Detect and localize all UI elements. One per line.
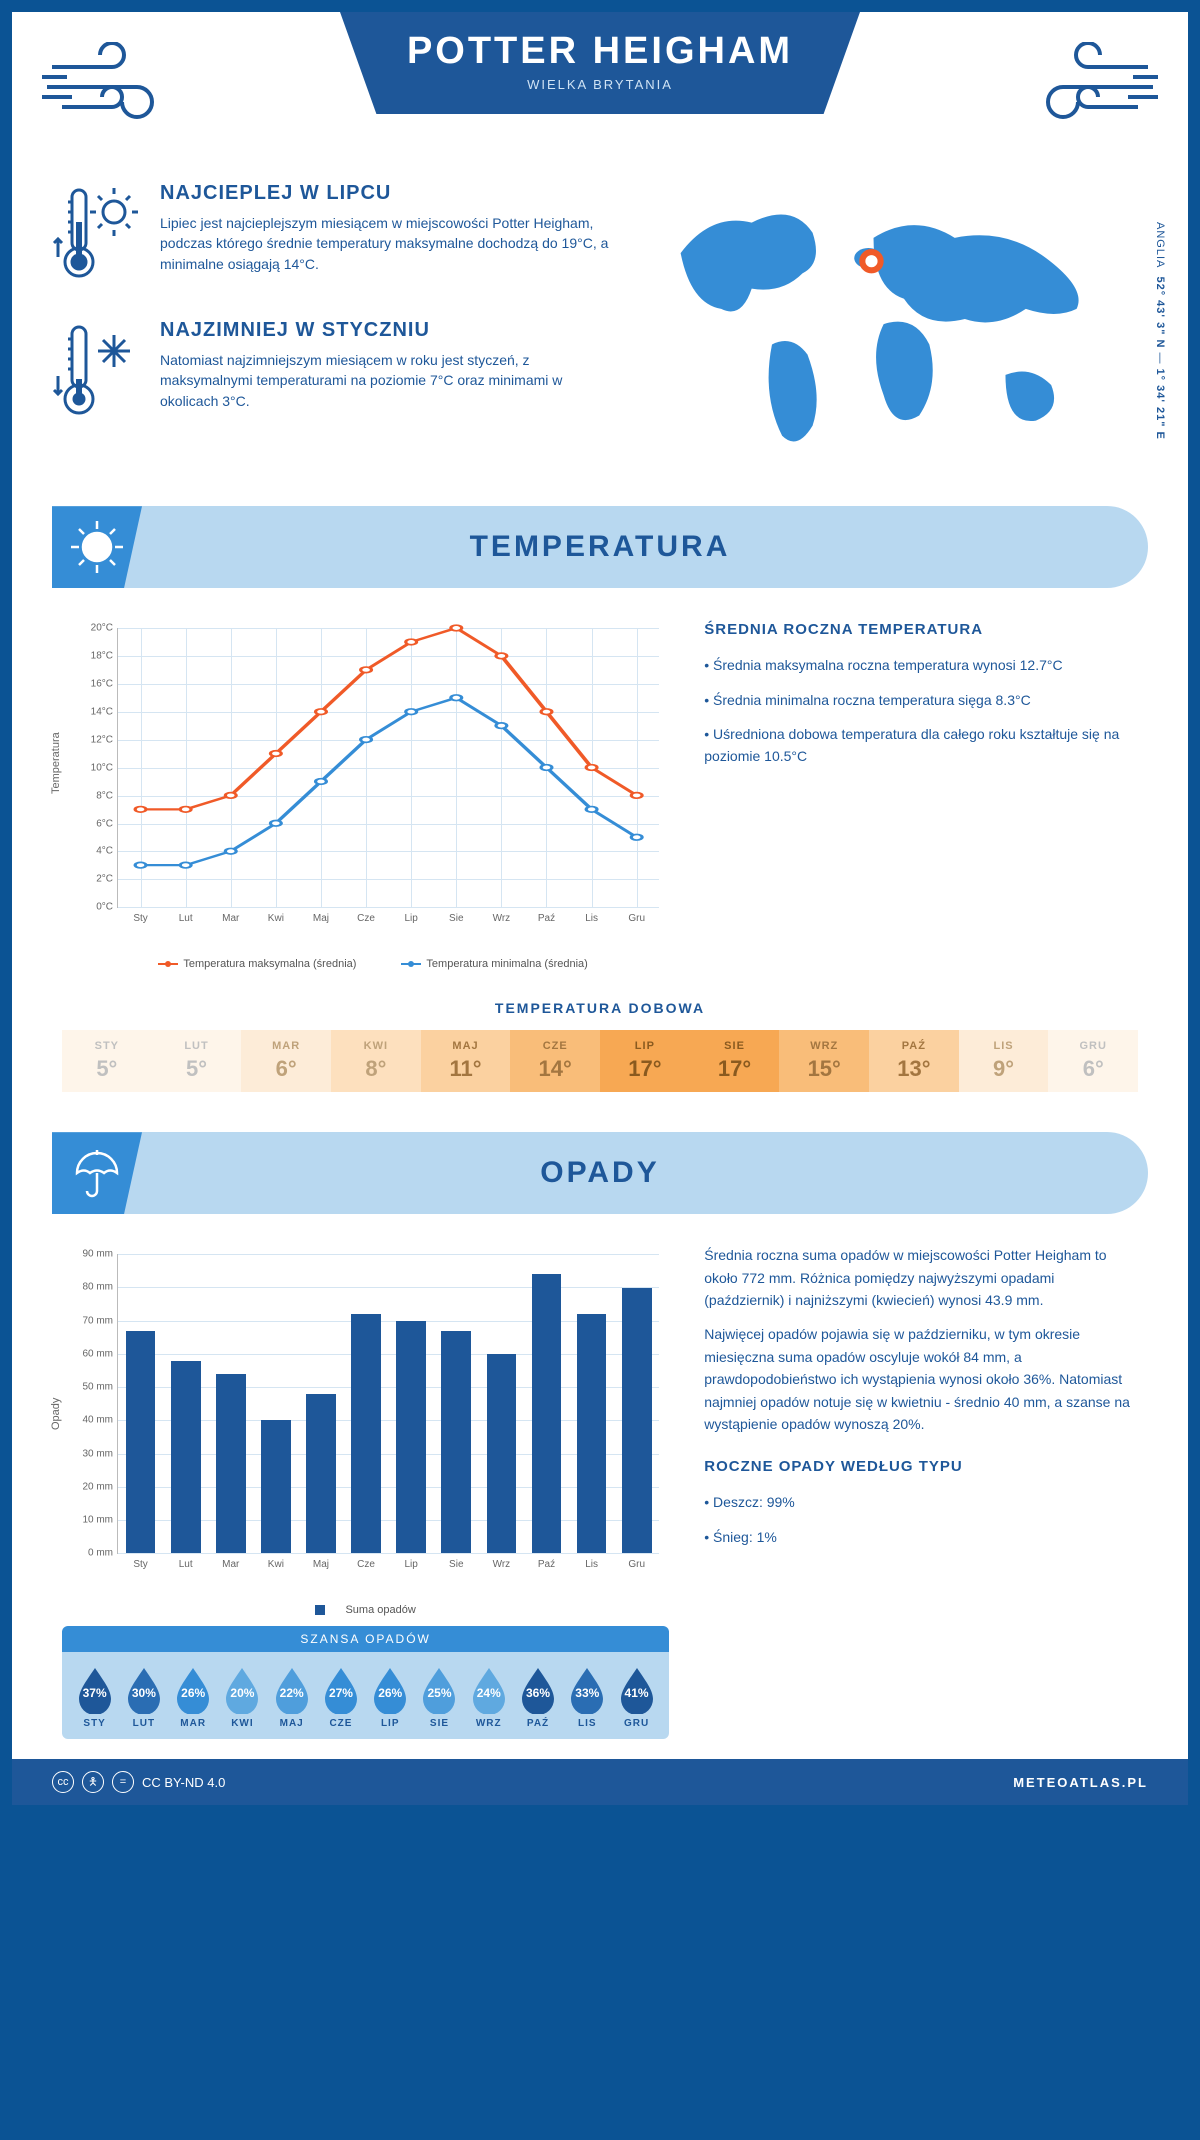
chance-cell: 26%LIP — [366, 1666, 415, 1729]
section-title-precip: OPADY — [142, 1156, 1148, 1190]
chance-cell: 20%KWI — [218, 1666, 267, 1729]
daily-temp-cell: PAŹ13° — [869, 1030, 959, 1092]
daily-temp-cell: WRZ15° — [779, 1030, 869, 1092]
precip-bar — [216, 1374, 246, 1553]
page-title: POTTER HEIGHAM — [370, 30, 830, 73]
daily-temperature-table: TEMPERATURA DOBOWA STY5°LUT5°MAR6°KWI8°M… — [12, 990, 1188, 1122]
precip-bar — [306, 1394, 336, 1553]
chance-cell: 22%MAJ — [267, 1666, 316, 1729]
section-bar-precip: OPADY — [52, 1132, 1148, 1214]
thermometer-sun-icon — [52, 182, 142, 297]
precip-bar — [622, 1288, 652, 1554]
temperature-line-chart: Temperatura 0°C2°C4°C6°C8°C10°C12°C14°C1… — [62, 618, 669, 970]
daily-temp-cell: LIP17° — [600, 1030, 690, 1092]
temperature-legend: Temperatura maksymalna (średnia)Temperat… — [62, 958, 669, 970]
daily-temp-cell: LIS9° — [959, 1030, 1049, 1092]
section-bar-temperature: TEMPERATURA — [52, 506, 1148, 588]
summary-bullet: • Średnia minimalna roczna temperatura s… — [704, 689, 1138, 711]
intro-section: NAJCIEPLEJ W LIPCU Lipiec jest najcieple… — [12, 182, 1188, 496]
precip-p2: Najwięcej opadów pojawia się w październ… — [704, 1323, 1138, 1435]
precip-bar — [261, 1420, 291, 1553]
precip-chance-panel: SZANSA OPADÓW 37%STY30%LUT26%MAR20%KWI22… — [62, 1626, 669, 1739]
daily-temp-cell: MAJ11° — [421, 1030, 511, 1092]
summary-bullet: • Średnia maksymalna roczna temperatura … — [704, 654, 1138, 676]
fact-coldest: NAJZIMNIEJ W STYCZNIU Natomiast najzimni… — [52, 319, 610, 434]
fact-coldest-title: NAJZIMNIEJ W STYCZNIU — [160, 319, 610, 342]
precip-bar — [171, 1361, 201, 1554]
bytype-title: ROCZNE OPADY WEDŁUG TYPU — [704, 1455, 1138, 1479]
temperature-body: Temperatura 0°C2°C4°C6°C8°C10°C12°C14°C1… — [12, 608, 1188, 990]
precip-p1: Średnia roczna suma opadów w miejscowośc… — [704, 1244, 1138, 1311]
site-name: METEOATLAS.PL — [1013, 1775, 1148, 1790]
license: cc 🯅 = CC BY-ND 4.0 — [52, 1771, 225, 1793]
precip-body: Opady 0 mm10 mm20 mm30 mm40 mm50 mm60 mm… — [12, 1234, 1188, 1759]
daily-temp-cell: SIE17° — [690, 1030, 780, 1092]
summary-title: ŚREDNIA ROCZNA TEMPERATURA — [704, 618, 1138, 642]
precip-bar — [577, 1314, 607, 1553]
header: POTTER HEIGHAM WIELKA BRYTANIA — [12, 12, 1188, 182]
fact-coldest-text: Natomiast najzimniejszym miesiącem w rok… — [160, 350, 610, 411]
precip-bar — [487, 1354, 517, 1553]
precip-bar — [351, 1314, 381, 1553]
precip-bar — [396, 1321, 426, 1554]
license-text: CC BY-ND 4.0 — [142, 1775, 225, 1790]
chance-cell: 33%LIS — [563, 1666, 612, 1729]
precip-bar — [126, 1331, 156, 1554]
daily-temp-cell: MAR6° — [241, 1030, 331, 1092]
daily-temp-title: TEMPERATURA DOBOWA — [62, 1000, 1138, 1016]
daily-temp-cell: KWI8° — [331, 1030, 421, 1092]
fact-hottest-title: NAJCIEPLEJ W LIPCU — [160, 182, 610, 205]
daily-temp-cell: LUT5° — [152, 1030, 242, 1092]
summary-bullet: • Uśredniona dobowa temperatura dla całe… — [704, 723, 1138, 768]
chance-cell: 37%STY — [70, 1666, 119, 1729]
footer: cc 🯅 = CC BY-ND 4.0 METEOATLAS.PL — [12, 1759, 1188, 1805]
world-map — [640, 182, 1148, 466]
daily-temp-cell: CZE14° — [510, 1030, 600, 1092]
temperature-summary: ŚREDNIA ROCZNA TEMPERATURA • Średnia mak… — [704, 618, 1138, 970]
bytype-item: • Śnieg: 1% — [704, 1526, 1138, 1548]
page-subtitle: WIELKA BRYTANIA — [370, 77, 830, 92]
title-banner: POTTER HEIGHAM WIELKA BRYTANIA — [340, 12, 860, 114]
precip-summary: Średnia roczna suma opadów w miejscowośc… — [704, 1244, 1138, 1739]
precipitation-bar-chart: Opady 0 mm10 mm20 mm30 mm40 mm50 mm60 mm… — [62, 1244, 669, 1604]
page-root: POTTER HEIGHAM WIELKA BRYTANIA — [0, 0, 1200, 1817]
chance-cell: 30%LUT — [119, 1666, 168, 1729]
umbrella-icon — [52, 1132, 142, 1214]
chance-cell: 41%GRU — [612, 1666, 661, 1729]
sun-icon — [52, 506, 142, 588]
chance-cell: 26%MAR — [169, 1666, 218, 1729]
daily-temp-cell: STY5° — [62, 1030, 152, 1092]
chance-cell: 25%SIE — [415, 1666, 464, 1729]
coordinates: ANGLIA 52° 43' 3" N — 1° 34' 21" E — [1154, 222, 1166, 440]
precip-legend: Suma opadów — [62, 1604, 669, 1616]
bytype-item: • Deszcz: 99% — [704, 1491, 1138, 1513]
intro-facts: NAJCIEPLEJ W LIPCU Lipiec jest najcieple… — [52, 182, 610, 471]
intro-map-panel: ANGLIA 52° 43' 3" N — 1° 34' 21" E — [640, 182, 1148, 471]
wind-icon-right — [1018, 42, 1158, 132]
chance-cell: 36%PAŹ — [513, 1666, 562, 1729]
section-title-temperature: TEMPERATURA — [142, 530, 1148, 564]
chance-cell: 27%CZE — [316, 1666, 365, 1729]
nd-icon: = — [112, 1771, 134, 1793]
cc-icon: cc — [52, 1771, 74, 1793]
fact-hottest-text: Lipiec jest najcieplejszym miesiącem w m… — [160, 213, 610, 274]
wind-icon-left — [42, 42, 182, 132]
precip-bar — [441, 1331, 471, 1554]
chance-title: SZANSA OPADÓW — [62, 1626, 669, 1652]
chance-cell: 24%WRZ — [464, 1666, 513, 1729]
daily-temp-cell: GRU6° — [1048, 1030, 1138, 1092]
location-marker — [863, 252, 881, 270]
precip-bar — [532, 1274, 562, 1553]
thermometer-snow-icon — [52, 319, 142, 434]
fact-hottest: NAJCIEPLEJ W LIPCU Lipiec jest najcieple… — [52, 182, 610, 297]
by-icon: 🯅 — [82, 1771, 104, 1793]
